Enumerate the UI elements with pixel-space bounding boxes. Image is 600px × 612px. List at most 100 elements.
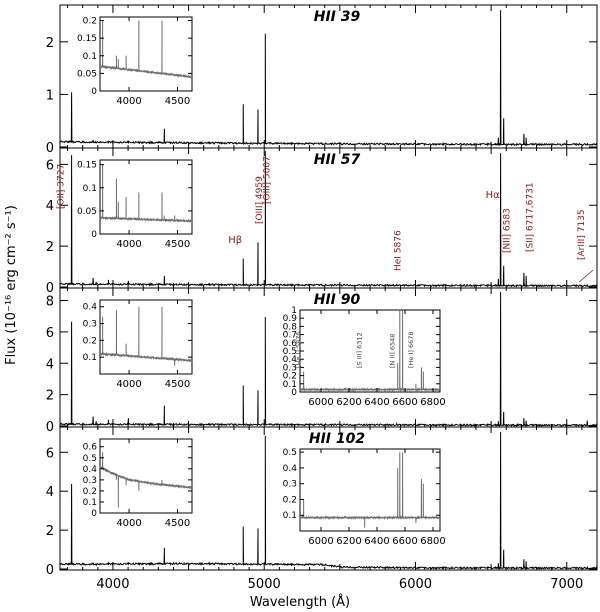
x-tick-label: 6800 (420, 397, 445, 408)
y-axis-label: Flux (10⁻¹⁶ erg cm⁻² s⁻¹) (4, 205, 19, 365)
y-tick-label: 0 (46, 281, 54, 296)
y-tick-label: 0.6 (83, 443, 98, 453)
inset-line-label: [S III] 6312 (356, 332, 364, 368)
x-tick-label: 6800 (420, 536, 445, 547)
x-tick-label: 4000 (116, 518, 141, 529)
y-tick-label: 0.15 (77, 161, 97, 171)
y-tick-label: 4 (46, 357, 54, 372)
y-tick-label: 0.5 (283, 448, 297, 458)
y-tick-label: 0.1 (83, 52, 97, 62)
y-tick-label: 0.1 (83, 184, 97, 194)
line-label: [OIII] 4959 (255, 176, 265, 224)
panel-4: 0 2 4 6 HII 102 4000 5000 6000 7000 (46, 426, 598, 592)
y-tick-label: 2 (46, 240, 54, 255)
x-tick-label: 4500 (165, 379, 190, 390)
x-tick-label: 6200 (336, 397, 361, 408)
y-tick-label: 0.4 (283, 355, 298, 365)
line-label: [NII] 6583 (503, 208, 513, 253)
inset-line-label: [N II] 6548 (389, 334, 397, 368)
y-tick-label: 8 (46, 295, 54, 310)
x-tick-label: 4500 (165, 96, 190, 107)
y-tick-label: 2 (46, 524, 54, 539)
y-tick-label: 0 (46, 420, 54, 435)
x-tick-label: 6000 (308, 397, 333, 408)
panel-title: HII 90 (314, 292, 361, 308)
inset-blue-frame (99, 159, 193, 235)
y-tick-label: 0.4 (83, 465, 98, 475)
line-label: HeI 5876 (394, 230, 404, 271)
y-tick-label: 2 (46, 389, 54, 404)
panel-2-inset-blue: 4000 4500 0 0.05 0.1 0.15 (77, 159, 193, 250)
x-tick-label: 4500 (165, 518, 190, 529)
inset-red-spectrum (299, 309, 441, 392)
x-axis-label: Wavelength (Å) (250, 594, 350, 610)
panel-title: HII 102 (309, 431, 365, 447)
y-tick-label: 0 (91, 87, 97, 97)
y-tick-label: 0.15 (77, 34, 97, 44)
x-tick-label: 6000 (308, 536, 333, 547)
inset-blue-spectrum (99, 164, 193, 224)
panel-3-inset-blue: 4000 4500 0.1 0.2 0.3 0.4 (83, 299, 193, 390)
inset-blue-spectrum (99, 20, 193, 79)
x-tick-label: 7000 (550, 577, 583, 592)
y-tick-label: 0.9 (283, 314, 298, 324)
line-label: Hβ (228, 235, 242, 246)
inset-line-label: [He I] 5876 (295, 331, 303, 368)
y-tick-label: 0.6 (283, 339, 298, 349)
y-tick-label: 0.2 (83, 487, 97, 497)
y-tick-label: 0.3 (283, 480, 297, 490)
x-tick-label: 6400 (364, 536, 389, 547)
y-tick-label: 0.4 (283, 464, 298, 474)
panel-title: HII 57 (314, 152, 361, 168)
y-tick-label: 1 (291, 306, 297, 316)
y-tick-label: 0 (46, 563, 54, 578)
inset-blue-frame (99, 438, 193, 514)
x-tick-label: 6000 (399, 577, 432, 592)
line-label: [ArIII] 7135 (577, 209, 587, 260)
y-tick-label: 6 (46, 158, 54, 173)
x-tick-label: 4500 (165, 239, 190, 250)
y-tick-label: 0.1 (83, 353, 97, 363)
inset-red-frame (299, 309, 441, 393)
spectrum-line (59, 292, 598, 428)
y-tick-label: 2 (46, 36, 54, 51)
spectrum-line (59, 10, 598, 147)
x-tick-label: 5000 (248, 577, 281, 592)
y-tick-label: 0.5 (83, 454, 97, 464)
x-tick-label: 6200 (336, 536, 361, 547)
y-tick-label: 0.2 (283, 372, 297, 382)
inset-blue-frame (99, 16, 193, 92)
y-tick-label: 0.7 (283, 331, 297, 341)
inset-red-spectrum (299, 452, 441, 528)
y-tick-label: 0.1 (283, 380, 297, 390)
panel-frame (59, 426, 598, 571)
y-tick-label: 0 (91, 509, 97, 519)
x-tick-label: 4000 (96, 577, 129, 592)
x-tick-label: 6600 (392, 397, 417, 408)
y-tick-label: 0.05 (77, 69, 97, 79)
panel-3-inset-red: 6000 6200 6400 6600 680000.10.20.30.40.50.60… (283, 306, 446, 408)
line-label: [SII] 6717,6731 (525, 182, 535, 252)
y-tick-label: 0 (46, 141, 54, 156)
y-tick-label: 0.3 (283, 363, 297, 373)
x-tick-label: 4000 (116, 96, 141, 107)
inset-blue-spectrum (99, 306, 193, 366)
arIII-pointer (578, 269, 594, 283)
y-tick-label: 0.3 (83, 320, 97, 330)
panel-title: HII 39 (314, 9, 361, 25)
x-tick-label: 4000 (116, 379, 141, 390)
y-tick-label: 6 (46, 446, 54, 461)
inset-line-label: [He I] 6678 (407, 331, 415, 368)
inset-blue-spectrum (99, 452, 193, 508)
x-tick-label: 6400 (364, 397, 389, 408)
y-tick-label: 0.5 (283, 347, 297, 357)
y-tick-label: 0.2 (283, 495, 297, 505)
y-tick-label: 0.4 (83, 303, 98, 313)
panel-1-inset-blue: 4000 4500 0 0.05 0.1 0.15 0.2 (77, 16, 193, 107)
panel-4-inset-blue: 4000 4500 00.10.20.30.40.50.6 (83, 438, 193, 529)
y-tick-label: 0.3 (83, 476, 97, 486)
panel-4-inset-red: 6000 6200 6400 6600 6800 0.1 0.2 0.3 0.4 0.5 (283, 448, 446, 547)
y-tick-label: 0.05 (77, 207, 97, 217)
line-label: [OIII] 5007 (262, 156, 272, 204)
